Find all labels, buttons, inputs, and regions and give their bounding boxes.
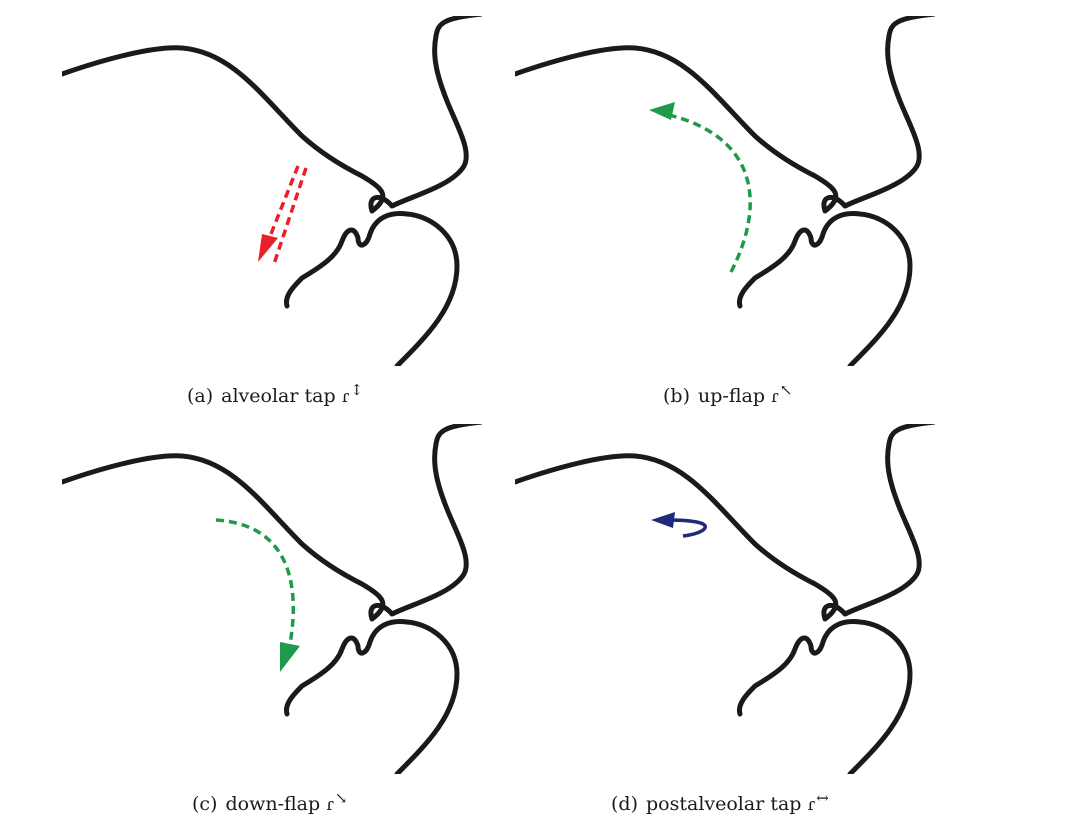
caption-tag: (c) [192,793,218,815]
vocal-tract-diagram-c [62,424,482,774]
diacritic-arrow: ↖ [779,381,793,399]
panel-b [515,16,935,366]
caption-label: down-flap [225,793,321,815]
caption-label: up-flap [698,385,765,407]
caption-c: (c) down-flap ɾ↘ [192,789,347,815]
panel-c [62,424,482,774]
tract-outline [515,424,935,774]
tract-outline [515,16,935,366]
ipa-symbol: ɾ [326,795,334,815]
caption-tag: (d) [611,793,638,815]
caption-d: (d) postalveolar tap ɾ↔ [611,789,829,815]
caption-a: (a) alveolar tap ɾ↕ [187,381,363,407]
tract-outline [62,16,482,366]
tract-outline [62,424,482,774]
caption-label: alveolar tap [221,385,336,407]
diacritic-arrow: ↔ [816,789,829,807]
panel-a [62,16,482,366]
panel-d [515,424,935,774]
postalveolar-tap-arrow [651,512,707,538]
down-flap-arrow [215,518,300,672]
caption-tag: (b) [663,385,690,407]
up-flap-arrow [649,102,752,273]
ipa-symbol: ɾ [771,387,779,407]
ipa-symbol: ɾ [807,795,816,815]
vocal-tract-diagram-d [515,424,935,774]
diacritic-arrow: ↘ [334,789,348,807]
alveolar-tap-arrow [258,165,308,265]
caption-b: (b) up-flap ɾ↖ [663,381,792,407]
diacritic-arrow: ↕ [350,381,363,399]
vocal-tract-diagram-b [515,16,935,366]
caption-tag: (a) [187,385,214,407]
ipa-symbol: ɾ [341,387,350,407]
caption-label: postalveolar tap [646,793,802,815]
vocal-tract-diagram-a [62,16,482,366]
